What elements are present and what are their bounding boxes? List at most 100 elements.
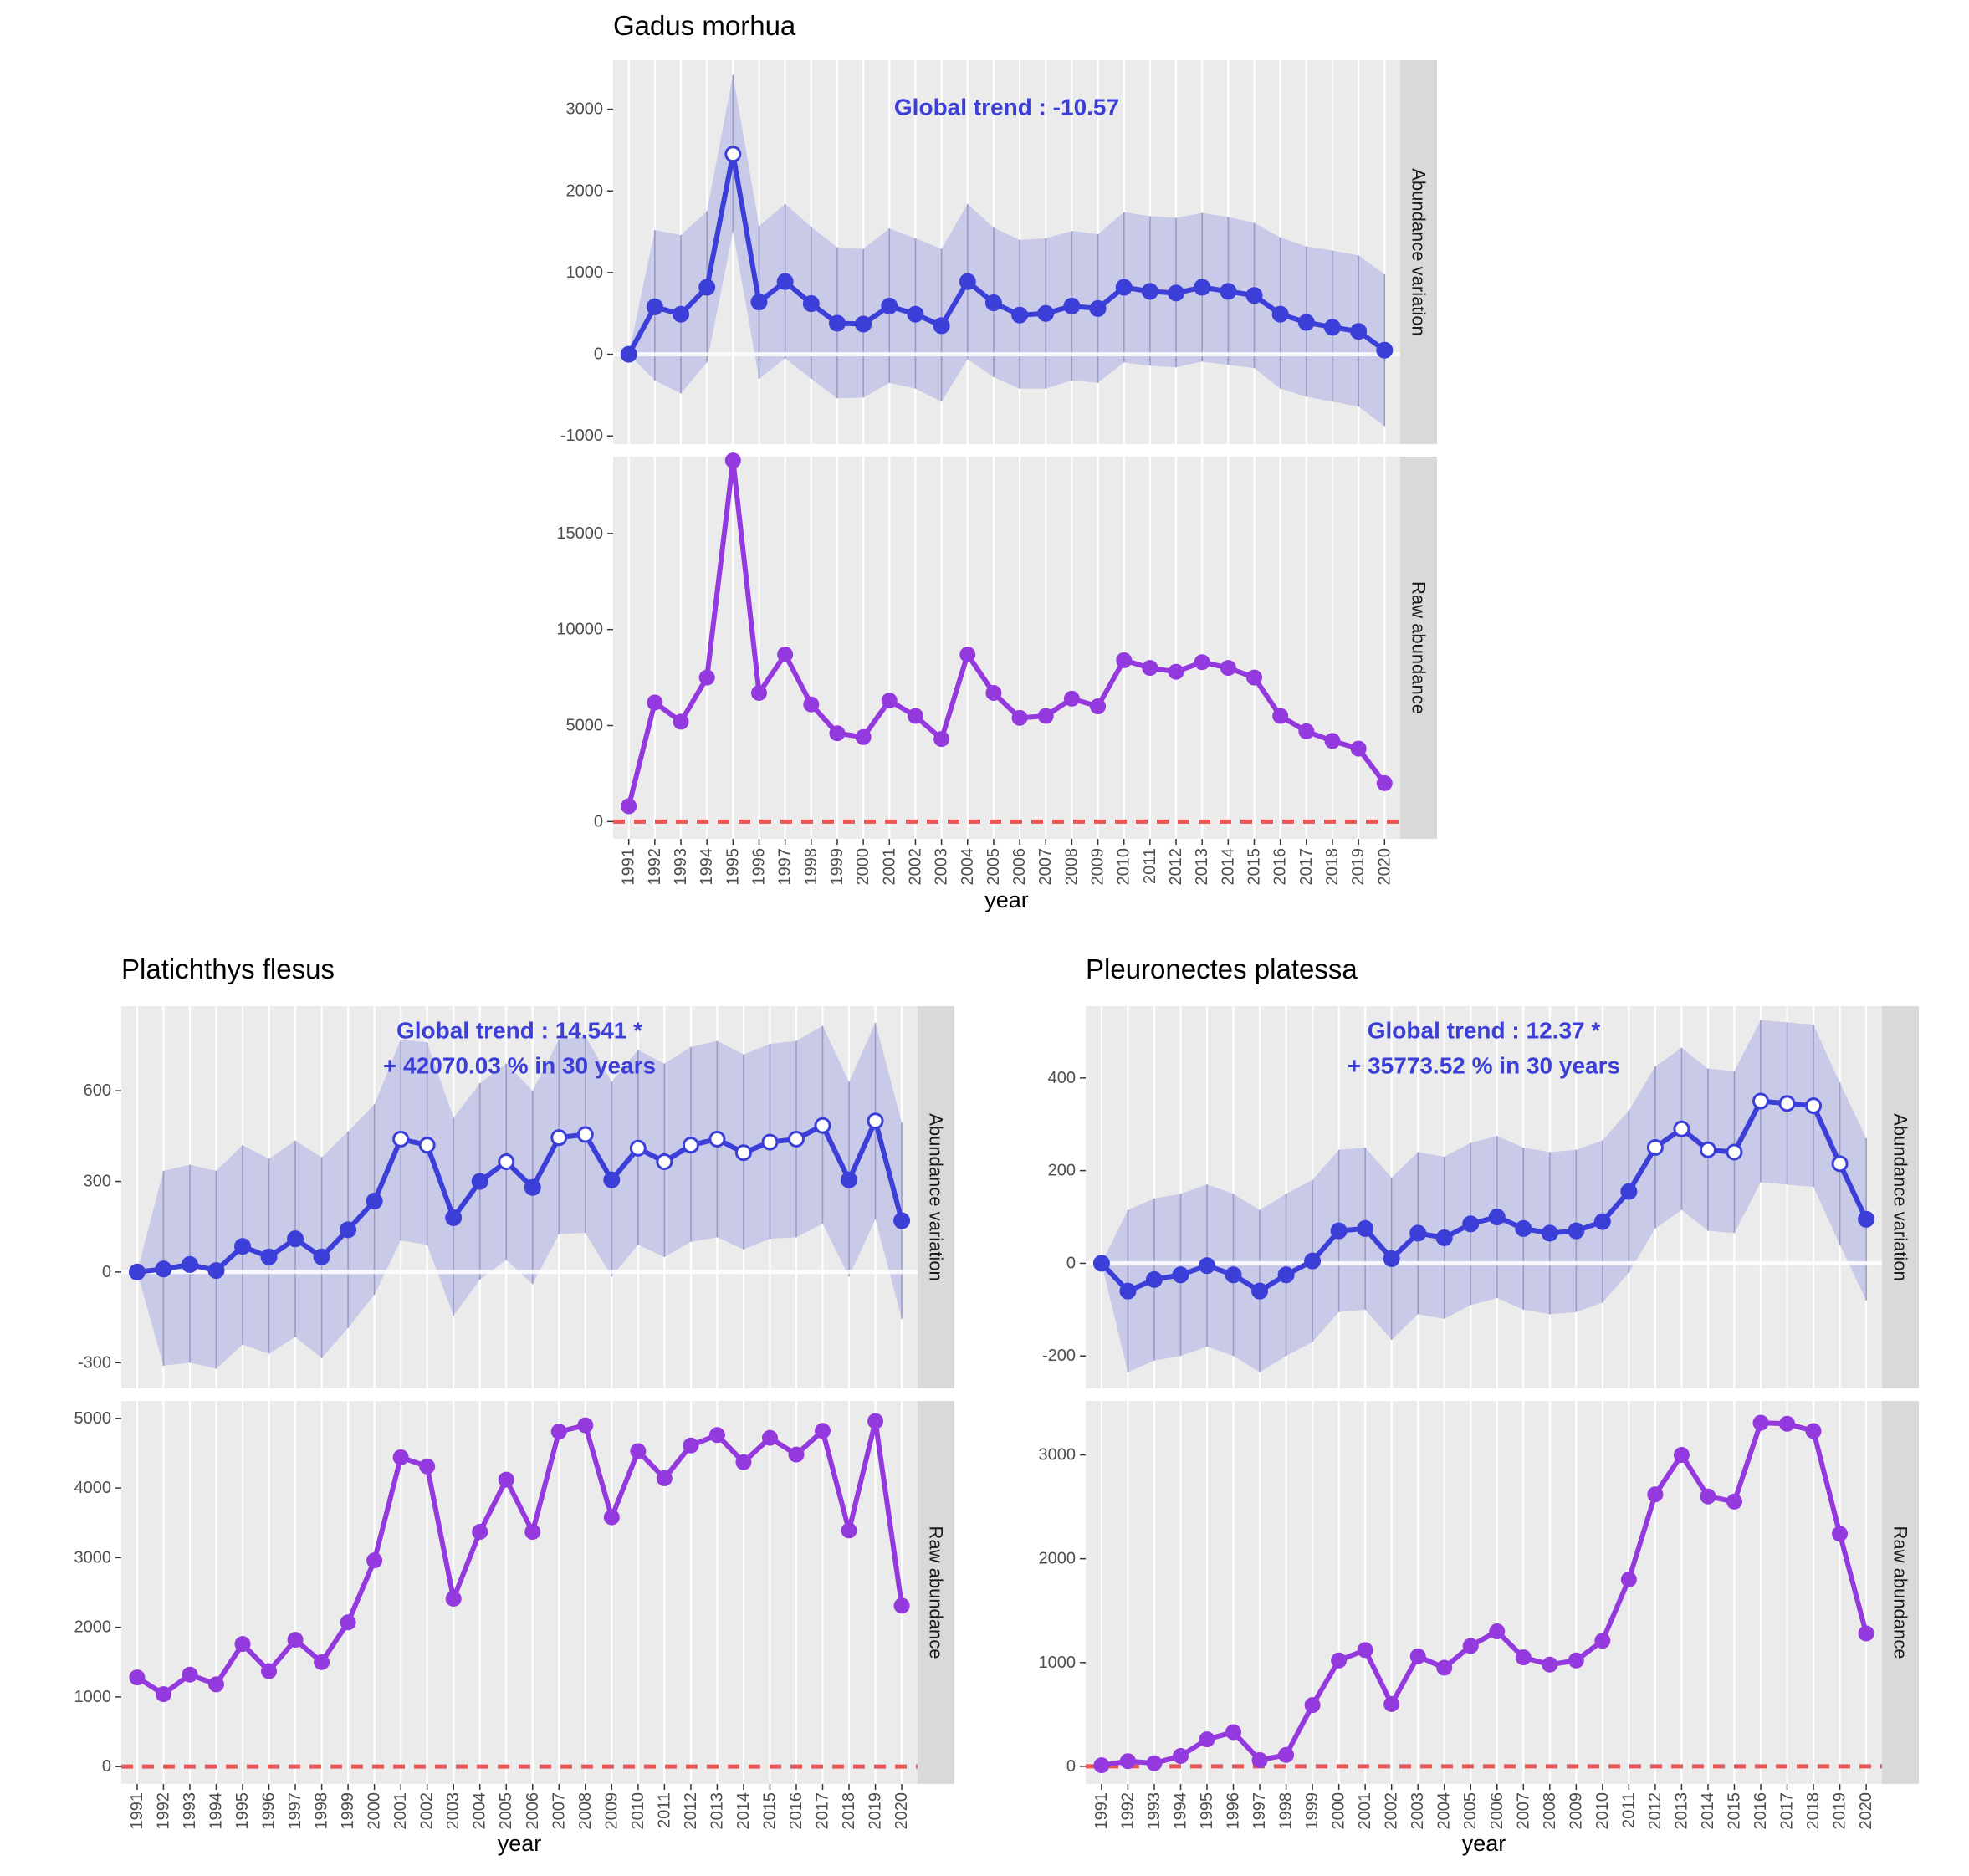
y-tick-label: 400 (1048, 1069, 1076, 1087)
data-point (750, 684, 767, 701)
data-point (1409, 1224, 1427, 1242)
x-tick-label: 2001 (391, 1792, 410, 1830)
significant-point (656, 1153, 673, 1171)
panel-raw-abundance: Raw abundance 0 1000 2000 3000 (1039, 1401, 1919, 1784)
data-point (776, 273, 794, 290)
x-tick-label: 2009 (1567, 1792, 1585, 1830)
data-point (603, 1509, 620, 1526)
y-tick-label: -300 (78, 1353, 111, 1372)
x-tick-label: 2004 (471, 1792, 489, 1830)
x-tick-label: 1999 (339, 1792, 357, 1830)
data-point (1011, 709, 1028, 726)
data-point (1376, 341, 1394, 359)
y-tick-label: 200 (1048, 1162, 1076, 1180)
data-point (1168, 663, 1184, 680)
x-axis-label: year (1462, 1831, 1506, 1856)
data-point (392, 1449, 409, 1465)
data-point (621, 798, 637, 815)
data-point (129, 1669, 146, 1686)
panel-background (613, 457, 1400, 839)
panel-abundance-variation: Abundance variation -200 0 200 400 (1042, 1006, 1919, 1388)
data-point (1435, 1229, 1453, 1246)
x-tick-label: 2001 (880, 848, 898, 886)
data-point (647, 694, 663, 711)
data-point (893, 1597, 910, 1614)
x-tick-label: 2015 (760, 1792, 779, 1830)
data-point (445, 1590, 462, 1607)
data-point (498, 1471, 514, 1488)
facet-strip-label: Abundance variation (1409, 168, 1429, 336)
significant-point (498, 1153, 515, 1171)
data-point (1436, 1659, 1453, 1676)
data-point (128, 1263, 146, 1280)
data-point (673, 713, 689, 730)
x-tick-label: 2013 (708, 1792, 726, 1830)
x-tick-label: 2015 (1725, 1792, 1743, 1830)
data-point (1376, 774, 1393, 791)
data-point (1542, 1656, 1558, 1673)
data-point (893, 1212, 911, 1229)
data-point (907, 305, 924, 323)
significant-point (761, 1133, 779, 1151)
data-point (620, 345, 637, 363)
y-tick-label: 2000 (74, 1618, 112, 1637)
data-point (855, 728, 872, 745)
data-point (1119, 1282, 1137, 1300)
data-point (1673, 1447, 1690, 1464)
data-point (1515, 1219, 1532, 1237)
data-point (855, 315, 872, 333)
y-tick-label: 1000 (74, 1688, 112, 1706)
x-tick-label: 2007 (1036, 848, 1055, 886)
y-tick-label: 3000 (566, 100, 604, 119)
significant-point (867, 1112, 884, 1130)
x-axis-label: year (984, 887, 1029, 912)
confidence-band (136, 1022, 903, 1369)
data-point (181, 1255, 198, 1273)
data-point (419, 1458, 436, 1475)
data-point (1063, 297, 1081, 314)
data-point (1462, 1638, 1479, 1654)
data-point (340, 1614, 356, 1631)
significant-point (1699, 1141, 1716, 1158)
y-tick-label: 3000 (74, 1548, 112, 1567)
x-tick-label: 2011 (1619, 1792, 1638, 1828)
chart-title: Platichthys flesus (121, 953, 335, 984)
x-tick-label: 2004 (1435, 1792, 1454, 1830)
x-tick-label: 1991 (1092, 1792, 1111, 1830)
data-point (524, 1178, 541, 1196)
x-tick-label: 2003 (444, 1792, 463, 1830)
significant-point (814, 1117, 831, 1134)
trend-annotation: Global trend : 12.37 * (1368, 1018, 1601, 1044)
x-tick-label: 1997 (1250, 1792, 1269, 1830)
significant-point (734, 1144, 752, 1162)
facet-strip (1400, 457, 1437, 839)
data-point (1620, 1571, 1637, 1587)
x-tick-label: 2015 (1245, 848, 1264, 886)
x-tick-label: 1994 (207, 1792, 225, 1830)
y-tick-label: 4000 (74, 1479, 112, 1497)
data-point (1858, 1210, 1875, 1228)
x-tick-label: 2018 (840, 1792, 858, 1830)
data-point (1304, 1697, 1321, 1714)
data-point (933, 317, 950, 335)
data-point (260, 1248, 278, 1265)
x-tick-label: 2005 (984, 848, 1003, 886)
data-point (1594, 1633, 1611, 1649)
significant-point (1646, 1138, 1664, 1156)
x-tick-label: 2006 (1010, 848, 1029, 886)
confidence-band (1101, 1020, 1867, 1372)
data-point (1011, 306, 1029, 324)
significant-point (1805, 1097, 1823, 1115)
data-point (1271, 305, 1289, 323)
data-point (207, 1676, 224, 1693)
x-tick-label: 2008 (576, 1792, 595, 1830)
data-point (366, 1193, 383, 1210)
x-tick-label: 2007 (1514, 1792, 1532, 1830)
data-point (708, 1427, 725, 1444)
data-point (1199, 1731, 1215, 1748)
y-tick-label: 1000 (566, 263, 604, 282)
data-point (1409, 1648, 1426, 1664)
data-point (803, 696, 820, 713)
y-tick-label: 0 (1066, 1254, 1076, 1272)
x-tick-label: 2000 (1330, 1792, 1348, 1830)
